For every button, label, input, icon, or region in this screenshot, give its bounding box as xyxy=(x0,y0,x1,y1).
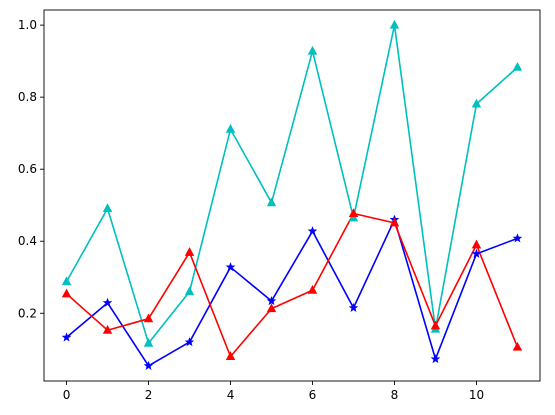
x-tick-label-1: 2 xyxy=(145,388,153,402)
series-0-point-4 xyxy=(225,123,236,133)
series-2-point-11 xyxy=(512,341,523,351)
x-tick-label-3: 6 xyxy=(309,388,317,402)
series-0-point-1 xyxy=(102,203,113,212)
series-2-line xyxy=(65,212,519,358)
y-tick-label-4: 1.0 xyxy=(18,18,37,32)
series-2-point-9 xyxy=(430,320,441,330)
series-0-point-3 xyxy=(184,286,195,296)
series-0-point-8 xyxy=(389,19,400,29)
x-tick-label-2: 4 xyxy=(227,388,235,402)
y-tick-label-2: 0.6 xyxy=(18,162,37,176)
series-1-point-11 xyxy=(512,233,523,243)
series-2-point-6 xyxy=(307,285,318,294)
y-tick-label-3: 0.8 xyxy=(18,90,37,104)
x-tick-label-5: 10 xyxy=(469,388,484,402)
series-1-point-6 xyxy=(307,226,318,236)
series-1-point-5 xyxy=(266,296,277,306)
series-1-point-3 xyxy=(184,337,195,347)
plot-area: 0 2 4 6 8 10 0.2 0.4 0.6 0.8 1.0 xyxy=(18,9,541,402)
series-2-point-10 xyxy=(471,239,482,249)
series-2-point-1 xyxy=(102,324,113,334)
series-2-point-8 xyxy=(389,217,400,227)
series-0-point-2 xyxy=(143,337,154,347)
y-tick-label-1: 0.4 xyxy=(18,234,37,248)
series-1-point-7 xyxy=(348,302,359,312)
y-tick-label-0: 0.2 xyxy=(18,306,37,320)
series-0-point-0 xyxy=(61,276,72,286)
series-2-point-0 xyxy=(61,288,72,298)
series-1-point-4 xyxy=(225,262,236,272)
series-2-point-2 xyxy=(143,313,154,323)
series-1-point-9 xyxy=(430,353,441,364)
axes-frame xyxy=(43,9,541,382)
series-0-point-6 xyxy=(307,45,318,55)
series-2-point-5 xyxy=(266,303,277,313)
series-0-point-7 xyxy=(348,212,359,222)
series-2-point-7 xyxy=(348,208,359,218)
series-1-point-1 xyxy=(102,297,113,307)
series-2-point-4 xyxy=(225,351,236,361)
series-2-point-3 xyxy=(184,247,195,256)
series-0-point-11 xyxy=(512,62,523,71)
series-0-point-10 xyxy=(471,98,482,108)
x-tick-label-4: 8 xyxy=(391,388,399,402)
x-tick-label-0: 0 xyxy=(63,388,71,402)
series-1-point-2 xyxy=(143,360,154,370)
series-1-point-10 xyxy=(471,248,482,258)
series-1-line xyxy=(65,218,519,367)
series-1-point-0 xyxy=(61,332,72,342)
series-0-point-5 xyxy=(266,197,277,207)
